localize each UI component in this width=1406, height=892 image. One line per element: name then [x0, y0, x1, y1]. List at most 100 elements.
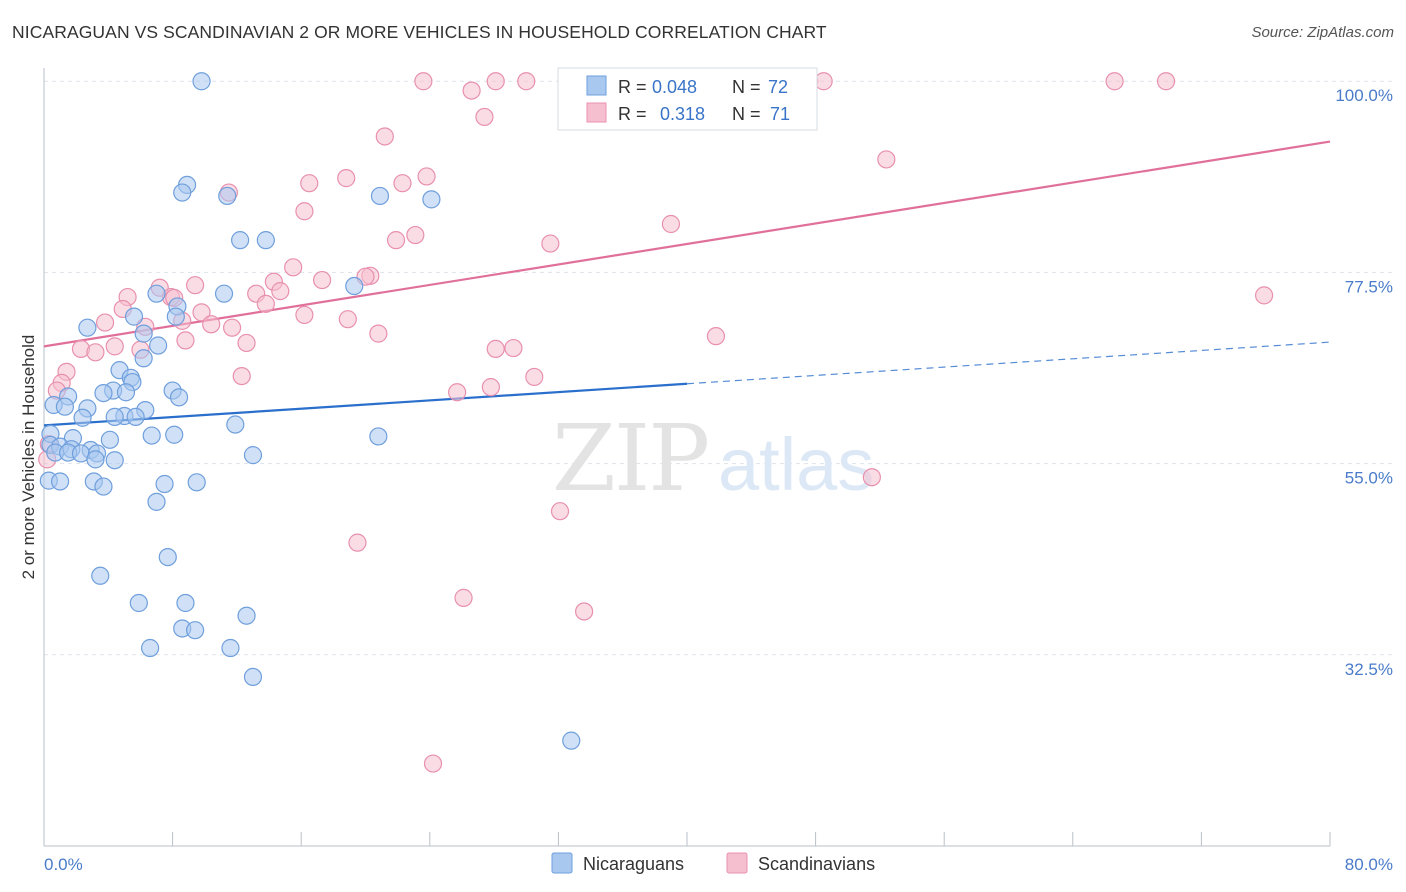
- scandinavian-point: [486, 339, 505, 359]
- scandinavian-point: [486, 72, 505, 91]
- scandinavian-point: [369, 324, 388, 343]
- bottom-legend-label-nicaraguans: Nicaraguans: [583, 854, 684, 874]
- scandinavian-point: [423, 754, 443, 773]
- nicaraguan-point: [94, 383, 113, 403]
- scandinavian-point: [186, 276, 205, 295]
- nicaraguan-point: [370, 186, 390, 206]
- scandinavian-point: [256, 294, 275, 313]
- scandinavian-point: [414, 72, 433, 91]
- nicaraguan-point: [100, 430, 120, 449]
- scandinavian-point: [814, 72, 833, 91]
- scandinavian-point: [375, 127, 394, 146]
- scandinavian-point: [300, 174, 319, 193]
- grid: [44, 80, 1392, 656]
- scandinavians-trend-line: [43, 140, 1331, 348]
- legend-n-label-2: N =: [732, 104, 761, 124]
- nicaraguan-point: [166, 307, 185, 326]
- nicaraguan-point: [126, 407, 145, 426]
- scandinavian-point: [462, 81, 481, 100]
- watermark: ZIP atlas: [552, 405, 874, 512]
- scandinavian-point: [86, 343, 105, 362]
- bottom-legend-label-scandinavians: Scandinavians: [758, 854, 875, 874]
- scandinavian-point: [284, 258, 303, 277]
- scandinavian-point: [232, 366, 251, 386]
- scandinavian-point: [202, 315, 221, 334]
- scandinavian-point: [661, 214, 681, 234]
- nicaraguan-point: [134, 324, 153, 343]
- nicaraguan-point: [105, 451, 124, 470]
- nicaraguan-point: [187, 473, 206, 492]
- scandinavian-point: [706, 327, 726, 346]
- nicaraguan-point: [237, 606, 256, 625]
- scandinavian-point: [337, 169, 356, 188]
- bottom-legend-swatch-nicaraguans: [551, 852, 573, 874]
- nicaraguan-point: [243, 446, 263, 465]
- scandinavian-point: [271, 282, 290, 301]
- nicaraguan-point: [124, 307, 144, 326]
- nicaraguans-trend-extension: [686, 341, 1331, 385]
- legend-swatch-pink: [586, 102, 607, 123]
- scandinavian-point: [417, 167, 436, 186]
- nicaraguan-point: [221, 638, 240, 658]
- scandinavian-point: [312, 270, 332, 290]
- nicaraguan-point: [86, 450, 105, 469]
- nicaraguan-point: [226, 415, 245, 434]
- legend-r-value-1: 0.048: [652, 77, 697, 97]
- watermark-atlas: atlas: [718, 423, 874, 506]
- scandinavian-point: [1156, 72, 1176, 91]
- scandinavian-point: [105, 337, 124, 356]
- y-tick-label-2: 77.5%: [1345, 277, 1393, 296]
- scandinavian-point: [338, 310, 357, 329]
- chart-title: NICARAGUAN VS SCANDINAVIAN 2 OR MORE VEH…: [12, 22, 827, 42]
- nicaraguan-point: [147, 284, 166, 303]
- y-tick-label-3: 100.0%: [1335, 86, 1393, 105]
- scandinavian-point: [1254, 286, 1274, 305]
- scandinavian-point: [406, 225, 425, 245]
- nicaraguan-point: [422, 190, 441, 209]
- nicaraguan-point: [173, 183, 192, 202]
- nicaraguan-point: [78, 318, 97, 337]
- nicaraguan-point: [169, 388, 189, 407]
- y-tick-label-0: 32.5%: [1345, 660, 1393, 679]
- scandinavian-point: [176, 331, 195, 350]
- nicaraguan-point: [186, 621, 205, 640]
- nicaraguans-points: [39, 72, 581, 750]
- scandinavian-point: [862, 468, 881, 487]
- legend-n-label-1: N =: [732, 77, 761, 97]
- bottom-legend-swatch-scandinavians: [726, 852, 748, 874]
- nicaraguan-point: [142, 426, 161, 445]
- watermark-zip: ZIP: [552, 405, 708, 512]
- y-tick-label-1: 55.0%: [1345, 469, 1393, 488]
- nicaraguan-point: [116, 383, 136, 402]
- nicaraguan-point: [149, 336, 168, 355]
- legend-swatch-blue: [586, 75, 607, 96]
- scandinavian-point: [295, 202, 314, 221]
- scandinavian-point: [475, 107, 494, 127]
- nicaraguan-point: [176, 593, 195, 613]
- nicaraguan-point: [73, 408, 92, 427]
- scandinavian-point: [386, 231, 406, 250]
- scandinavian-point: [575, 602, 594, 621]
- scandinavian-point: [348, 533, 367, 552]
- nicaraguan-point: [256, 231, 275, 250]
- scandinavian-point: [481, 378, 500, 397]
- nicaraguan-point: [218, 186, 237, 206]
- nicaraguan-point: [134, 349, 153, 368]
- legend-n-value-2: 71: [770, 104, 790, 124]
- scandinavian-point: [504, 338, 523, 358]
- x-tick-labels: 0.0% 80.0%: [44, 855, 1393, 874]
- scandinavian-point: [192, 303, 211, 322]
- legend-r-label-2: R =: [618, 104, 647, 124]
- nicaraguan-point: [165, 425, 184, 444]
- x-tick-label-1: 80.0%: [1345, 855, 1393, 874]
- legend-r-label-1: R =: [618, 77, 647, 97]
- scandinavian-point: [525, 367, 544, 387]
- nicaraguan-point: [105, 407, 124, 426]
- nicaraguan-point: [345, 276, 364, 296]
- nicaraguan-point: [562, 731, 581, 750]
- nicaraguan-point: [140, 638, 160, 658]
- y-tick-labels: 32.5% 55.0% 77.5% 100.0%: [1335, 86, 1393, 679]
- trend-lines: [43, 140, 1331, 427]
- nicaraguan-point: [155, 474, 174, 494]
